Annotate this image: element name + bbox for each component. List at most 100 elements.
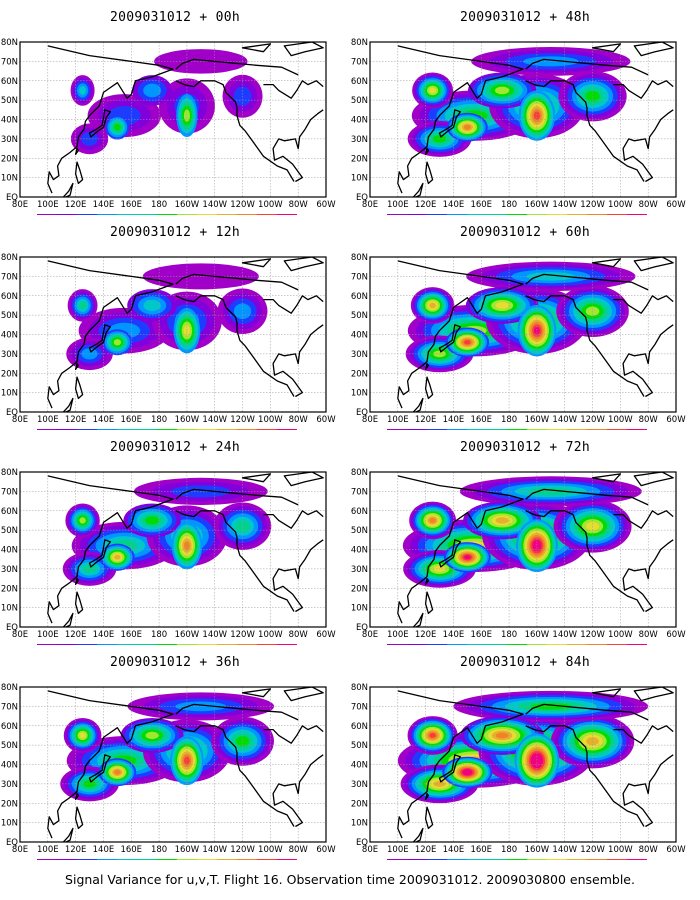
map-panel: 2009031012 + 84h EQ 10N 20N 30N 40N 50N 60N 70N 8… bbox=[350, 645, 700, 860]
lon-tick-label: 140W bbox=[202, 630, 227, 640]
map-frame bbox=[369, 686, 677, 843]
colorbar-swatch bbox=[97, 859, 117, 860]
map-panel: 2009031012 + 24h EQ 10N 20N 30N 40N 50N 60N 70N 8… bbox=[0, 430, 350, 645]
colorbar-swatch bbox=[567, 429, 587, 430]
variance-map: EQ 10N 20N 30N 40N 50N 60N 70N 80N 80E 100E 120E 140… bbox=[351, 468, 686, 645]
colorbar-swatch bbox=[547, 429, 567, 430]
colorbar-swatch bbox=[197, 429, 217, 430]
lon-tick-label: 80E bbox=[12, 630, 28, 640]
lon-tick-label: 120E bbox=[65, 200, 87, 210]
lon-tick-label: 100E bbox=[37, 845, 59, 855]
lon-tick-label: 160E bbox=[470, 630, 492, 640]
lon-tick-label: 60W bbox=[316, 200, 336, 210]
lat-tick-label: 10N bbox=[1, 174, 18, 184]
lon-tick-label: 160E bbox=[470, 200, 492, 210]
lon-tick-label: 80E bbox=[12, 200, 28, 210]
colorbar: 1.82.23.145.16.37.591114212940 bbox=[37, 644, 297, 645]
lat-tick-label: 70N bbox=[1, 487, 18, 497]
lon-tick-label: 120E bbox=[415, 630, 437, 640]
lat-tick-label: 20N bbox=[351, 584, 368, 594]
colorbar-swatch bbox=[547, 859, 567, 860]
colorbar-swatch bbox=[97, 429, 117, 430]
lat-tick-label: 80N bbox=[351, 468, 368, 478]
map-frame bbox=[19, 471, 327, 628]
colorbar-swatch bbox=[77, 644, 97, 645]
panel-title: 2009031012 + 00h bbox=[109, 10, 241, 25]
colorbar-swatch bbox=[507, 859, 527, 860]
lat-tick-label: 20N bbox=[1, 154, 18, 164]
lon-tick-label: 80W bbox=[289, 200, 309, 210]
colorbar-swatch bbox=[487, 429, 507, 430]
colorbar-swatch bbox=[627, 214, 647, 215]
lat-tick-label: 40N bbox=[1, 761, 18, 771]
lon-tick-label: 160W bbox=[525, 415, 550, 425]
panel-title: 2009031012 + 24h bbox=[109, 440, 241, 455]
lat-tick-label: 40N bbox=[351, 761, 368, 771]
colorbar-swatch bbox=[627, 859, 647, 860]
map-panel: 2009031012 + 12h EQ 10N 20N 30N 40N 50N 60N 70N 8… bbox=[0, 215, 350, 430]
colorbar-swatch bbox=[237, 429, 257, 430]
colorbar-swatch bbox=[137, 644, 157, 645]
lon-tick-label: 60W bbox=[666, 845, 686, 855]
colorbar-swatch bbox=[447, 859, 467, 860]
lon-tick-label: 140E bbox=[93, 845, 115, 855]
lon-tick-label: 160W bbox=[175, 415, 200, 425]
lon-tick-label: 160E bbox=[470, 415, 492, 425]
lat-tick-label: 70N bbox=[1, 702, 18, 712]
colorbar-swatch bbox=[387, 429, 407, 430]
map-frame bbox=[369, 41, 677, 198]
variance-field bbox=[407, 47, 631, 157]
colorbar-swatch bbox=[137, 429, 157, 430]
lon-tick-label: 60W bbox=[316, 415, 336, 425]
colorbar-swatch bbox=[77, 429, 97, 430]
lon-tick-label: 80W bbox=[639, 630, 659, 640]
lon-tick-label: 140W bbox=[552, 845, 577, 855]
colorbar-swatch bbox=[217, 214, 237, 215]
lon-tick-label: 180 bbox=[151, 200, 167, 210]
lat-tick-label: 80N bbox=[1, 468, 18, 478]
lon-tick-label: 80W bbox=[639, 845, 659, 855]
lat-tick-label: 10N bbox=[1, 604, 18, 614]
lat-tick-label: EQ bbox=[356, 193, 368, 203]
lon-tick-label: 100E bbox=[37, 200, 59, 210]
lon-tick-label: 120W bbox=[230, 845, 255, 855]
coastlines bbox=[397, 472, 674, 627]
lat-tick-label: 50N bbox=[351, 311, 368, 321]
colorbar-swatch bbox=[587, 859, 607, 860]
lon-tick-label: 100W bbox=[608, 200, 633, 210]
grid-lines bbox=[20, 687, 326, 842]
lat-tick-label: 30N bbox=[1, 565, 18, 575]
colorbar-swatch bbox=[57, 214, 77, 215]
colorbar-swatch bbox=[547, 214, 567, 215]
colorbar-swatch bbox=[77, 214, 97, 215]
map-frame bbox=[19, 686, 327, 843]
lat-tick-label: 50N bbox=[351, 96, 368, 106]
colorbar-swatch bbox=[177, 214, 197, 215]
colorbar: 1.82.23.145.16.37.591114212940 bbox=[387, 214, 647, 215]
lon-tick-label: 80W bbox=[289, 630, 309, 640]
map-panel: 2009031012 + 48h EQ 10N 20N 30N 40N 50N 60N 70N 8… bbox=[350, 0, 700, 215]
colorbar-swatch bbox=[277, 429, 297, 430]
map-frame bbox=[19, 256, 327, 413]
lat-tick-label: 50N bbox=[1, 741, 18, 751]
lon-tick-label: 100W bbox=[258, 845, 283, 855]
lat-tick-label: 30N bbox=[351, 135, 368, 145]
lat-tick-label: 50N bbox=[1, 96, 18, 106]
coastlines bbox=[47, 42, 324, 197]
variance-map: EQ 10N 20N 30N 40N 50N 60N 70N 80N 80E 100E 120E 140… bbox=[351, 253, 686, 430]
lon-tick-label: 180 bbox=[501, 415, 517, 425]
lat-tick-label: 60N bbox=[1, 722, 18, 732]
lon-tick-label: 100E bbox=[37, 415, 59, 425]
lon-tick-label: 180 bbox=[501, 630, 517, 640]
lat-tick-label: 80N bbox=[351, 683, 368, 693]
colorbar-swatch bbox=[277, 644, 297, 645]
lon-tick-label: 160W bbox=[525, 630, 550, 640]
colorbar: 1.82.23.145.16.37.591114212940 bbox=[387, 859, 647, 860]
lat-tick-label: 30N bbox=[351, 350, 368, 360]
lon-tick-label: 140E bbox=[443, 415, 465, 425]
lat-tick-label: 80N bbox=[1, 253, 18, 263]
lon-tick-label: 120W bbox=[580, 200, 605, 210]
coastlines bbox=[397, 687, 674, 842]
lon-tick-label: 120E bbox=[415, 200, 437, 210]
